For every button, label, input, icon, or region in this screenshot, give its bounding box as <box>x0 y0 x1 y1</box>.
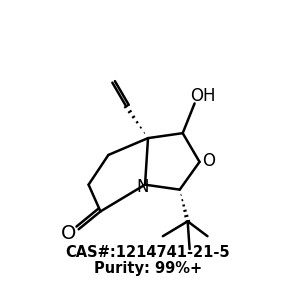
Text: CAS#:1214741-21-5: CAS#:1214741-21-5 <box>66 244 230 260</box>
Text: O: O <box>202 152 215 170</box>
Text: N: N <box>137 178 149 196</box>
Text: OH: OH <box>190 86 215 104</box>
Text: O: O <box>61 224 76 243</box>
Text: Purity: 99%+: Purity: 99%+ <box>94 261 202 276</box>
